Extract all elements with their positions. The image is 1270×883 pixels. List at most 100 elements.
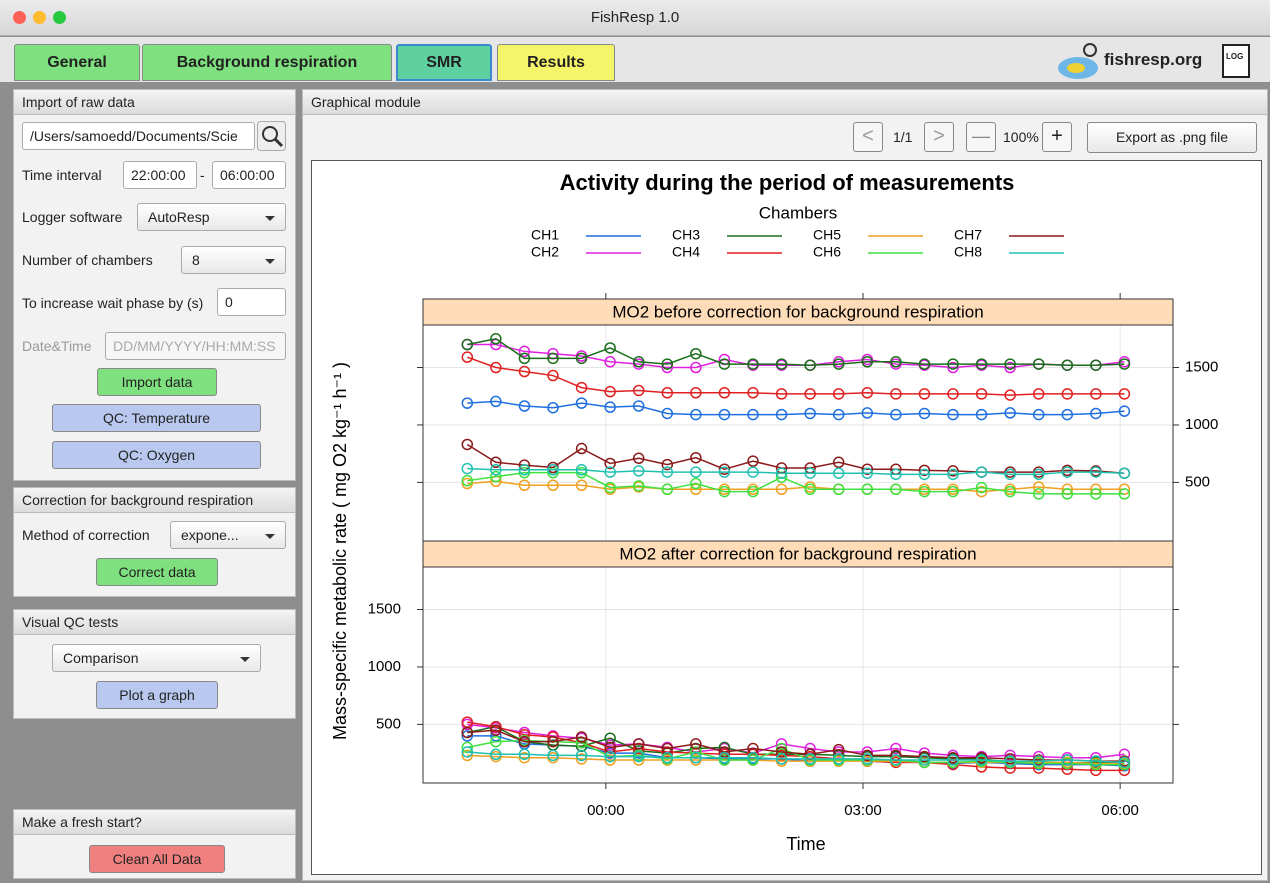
data-point [861,483,874,496]
data-point [661,751,674,764]
data-point [661,358,674,370]
site-link[interactable]: fishresp.org [1104,50,1203,69]
data-point [604,401,616,413]
legend-label: CH2 [531,244,559,260]
data-point [575,740,588,752]
zoom-in-button[interactable]: + [1042,122,1072,152]
data-point [575,442,588,455]
panel-title: Graphical module [303,90,1267,115]
tab[interactable]: Background respiration [142,44,392,81]
y-tick-label: 1500 [1185,358,1218,375]
datetime-field[interactable]: DD/MM/YYYY/HH:MM:SS [105,332,286,360]
data-point [1118,756,1131,769]
data-point [1004,755,1016,767]
data-point [490,724,502,736]
data-point [1032,755,1045,767]
tab[interactable]: SMR [396,44,492,81]
datetime-label: Date&Time [22,338,92,354]
data-point [690,466,702,478]
log-button[interactable]: LOG [1222,44,1250,78]
data-point [747,485,759,498]
legend-label: CH5 [813,227,841,243]
data-point [1090,488,1102,500]
wait-label: To increase wait phase by (s) [22,295,204,311]
logger-label: Logger software [22,209,123,225]
data-point [690,477,702,490]
data-point [747,387,759,399]
qc-oxygen-button[interactable]: QC: Oxygen [52,441,261,469]
data-point [1090,466,1102,478]
data-point [690,738,702,750]
data-point [832,358,845,370]
export-button[interactable]: Export as .png file [1087,122,1257,153]
data-point [518,345,531,358]
path-field[interactable]: /Users/samoedd/Documents/Scie [22,122,255,150]
data-point [861,749,874,762]
data-point [1090,407,1102,420]
data-point [1032,481,1045,493]
data-point [490,333,502,345]
data-point [1032,468,1045,481]
data-point [547,464,559,476]
data-point [918,388,931,400]
data-point [747,742,759,755]
logger-dropdown[interactable]: AutoResp [137,203,286,231]
close-button[interactable] [13,11,26,24]
data-point [461,474,474,487]
y-tick-label: 1500 [368,600,401,617]
qc-temperature-button[interactable]: QC: Temperature [52,404,261,432]
plot-button[interactable]: Plot a graph [96,681,218,709]
y-tick-label: 500 [1185,473,1210,490]
correct-button[interactable]: Correct data [96,558,218,586]
data-point [775,746,788,758]
data-point [518,352,531,365]
zoom-button[interactable] [53,11,66,24]
clean-button[interactable]: Clean All Data [89,845,225,873]
time-start-field[interactable]: 22:00:00 [123,161,197,189]
method-dropdown[interactable]: expone... [170,521,286,549]
panel-strip [422,540,1174,568]
data-point [775,358,788,370]
prev-button[interactable]: < [853,122,883,152]
data-point [661,483,674,496]
tab[interactable]: Results [497,44,615,81]
zoom-out-button[interactable]: — [966,122,996,152]
data-point [461,726,474,739]
series-line [467,356,1125,396]
tab[interactable]: General [14,44,140,81]
x-tick-label: 00:00 [587,802,625,819]
data-point [575,352,588,365]
wait-field[interactable]: 0 [217,288,286,316]
import-button[interactable]: Import data [97,368,217,396]
data-point [518,751,531,764]
data-point [690,451,702,464]
data-point [747,455,759,467]
panel-title: Visual QC tests [14,610,295,635]
x-axis-title: Time [786,834,825,854]
panel-frame [422,566,1174,784]
time-end-field[interactable]: 06:00:00 [212,161,286,189]
data-point [1032,408,1045,421]
data-point [975,754,988,766]
minimize-button[interactable] [33,11,46,24]
data-point [547,735,559,748]
data-point [1118,358,1131,370]
data-point [890,742,902,755]
chart: Activity during the period of measuremen… [330,170,1219,854]
next-button[interactable]: > [924,122,954,152]
data-point [804,388,816,400]
title-bar: FishResp 1.0 [0,0,1270,36]
data-point [661,466,674,478]
time-label: Time interval [22,167,102,183]
data-point [918,407,931,420]
time-separator: - [200,167,205,183]
test-dropdown[interactable]: Comparison [52,644,261,672]
data-point [461,351,474,363]
data-point [461,477,474,490]
panel-frame [422,324,1174,542]
zoom-level: 100% [1003,129,1039,145]
search-button[interactable] [257,121,286,151]
y-tick-label: 1000 [368,658,401,675]
chambers-dropdown[interactable]: 8 [181,246,286,274]
